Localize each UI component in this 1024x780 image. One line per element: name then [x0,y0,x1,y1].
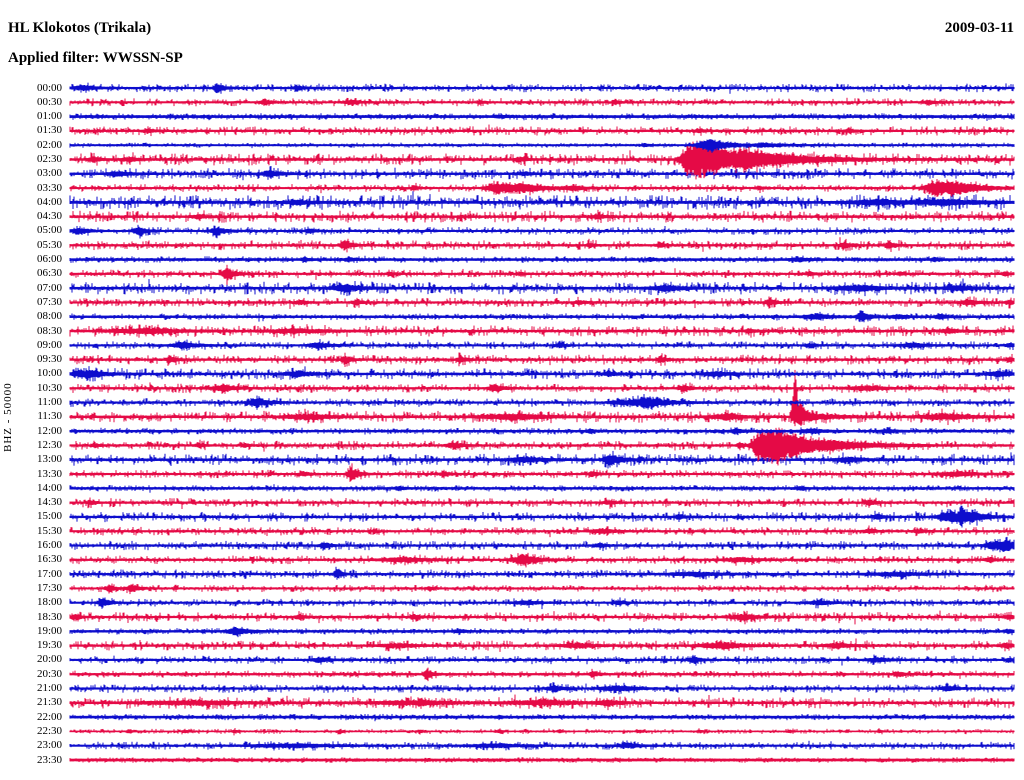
time-label: 16:30 [36,553,62,566]
time-label: 04:00 [36,195,62,208]
time-label: 09:30 [36,353,62,366]
time-label: 13:30 [36,467,62,480]
time-label: 12:00 [36,424,62,437]
time-label: 02:00 [36,138,62,151]
filter-label: Applied filter: WWSSN-SP [8,50,183,66]
time-label: 06:30 [36,267,62,280]
time-label: 06:00 [36,253,62,266]
time-label: 22:00 [36,710,62,723]
time-label: 22:30 [36,724,62,737]
time-label: 01:30 [36,124,62,137]
time-label: 05:30 [36,238,62,251]
time-label: 15:30 [36,524,62,537]
time-label: 04:30 [36,210,62,223]
time-label: 00:30 [36,95,62,108]
date-label: 2009-03-11 [944,20,1014,36]
time-label: 01:00 [36,110,62,123]
time-label: 15:00 [36,510,62,523]
time-label: 20:00 [36,653,62,666]
time-label: 09:00 [36,338,62,351]
time-label: 13:00 [36,453,62,466]
time-label: 14:30 [36,496,62,509]
time-label: 21:00 [36,682,62,694]
time-label: 10:30 [36,381,62,394]
time-label: 03:00 [36,167,62,180]
time-label: 11:00 [37,396,62,409]
time-label: 23:30 [36,753,62,766]
time-label: 03:30 [36,181,62,194]
time-label: 00:00 [36,81,62,94]
time-label: 17:30 [36,581,62,594]
time-label: 16:00 [36,539,62,552]
time-label: 11:30 [37,410,62,423]
time-label: 07:00 [36,281,62,294]
time-label: 20:30 [36,667,62,680]
time-label: 17:00 [36,567,62,580]
time-label: 02:30 [36,152,62,165]
time-label: 08:30 [36,324,62,337]
time-label: 07:30 [36,295,62,308]
time-label: 14:00 [36,481,62,494]
time-label: 10:00 [36,367,62,380]
time-label: 21:30 [36,696,62,709]
time-label: 18:00 [36,596,62,609]
station-title: HL Klokotos (Trikala) [8,20,152,36]
time-label: 05:00 [36,224,62,237]
time-label: 12:30 [36,438,62,451]
time-label: 23:00 [36,739,62,752]
time-label: 19:30 [36,639,62,652]
time-label: 19:00 [36,624,62,637]
time-label: 18:30 [36,610,62,623]
time-label: 08:00 [36,310,62,323]
